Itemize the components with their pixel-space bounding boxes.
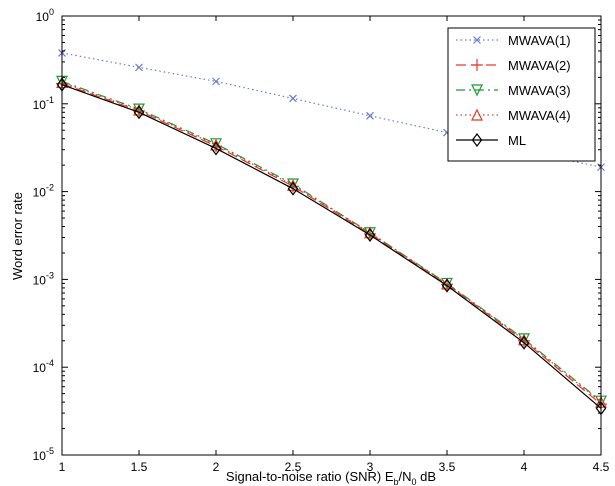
y-tick-label: 100 <box>36 7 54 24</box>
legend-label: ML <box>508 133 526 148</box>
x-axis-label-sub1: b <box>394 477 399 486</box>
x-tick-label: 2 <box>213 460 220 474</box>
legend-entry: ML <box>456 133 526 148</box>
y-tick-base: 10 <box>33 361 47 375</box>
legend-marker-diamond <box>471 133 483 147</box>
legend-label: MWAVA(4) <box>508 108 571 123</box>
legend: MWAVA(1) MWAVA(2) MWAVA(3) MWAVA(4) ML <box>447 27 596 162</box>
x-tick-label: 4.5 <box>593 460 610 474</box>
y-tick-label: 10-3 <box>33 270 54 287</box>
legend-entry: MWAVA(4) <box>456 108 571 123</box>
x-tick-label: 1.5 <box>131 460 148 474</box>
legend-marker-plus <box>471 59 483 71</box>
y-tick-base: 10 <box>36 10 50 24</box>
x-axis-label: Signal-to-noise ratio (SNR) Eb/N0 dB <box>226 469 436 486</box>
data-point-x-stroke <box>212 77 220 86</box>
y-tick-exponent: -5 <box>46 446 54 456</box>
y-tick-label: 10-1 <box>33 95 54 112</box>
legend-marker-x-stroke <box>473 36 481 44</box>
x-tick-label: 1 <box>59 460 66 474</box>
data-point-x-stroke <box>289 94 297 103</box>
legend-entry: MWAVA(1) <box>456 33 571 48</box>
x-axis-label-prefix: Signal-to-noise ratio (SNR) E <box>226 469 394 484</box>
x-tick-label: 3 <box>367 460 374 474</box>
x-axis-label-mid: /N <box>399 469 412 484</box>
legend-box <box>447 27 596 162</box>
data-point-x-stroke <box>135 63 143 72</box>
y-tick-base: 10 <box>33 449 47 463</box>
data-point-diamond <box>287 181 299 196</box>
legend-marker-x <box>473 36 481 44</box>
y-tick-base: 10 <box>33 98 47 112</box>
series-line-5 <box>61 84 602 409</box>
y-tick-exponent: -4 <box>46 358 54 368</box>
data-point-x-stroke <box>366 111 374 120</box>
y-tick-base: 10 <box>33 186 47 200</box>
legend-marker-triangle-up <box>471 108 483 121</box>
legend-entry: MWAVA(2) <box>456 58 571 73</box>
data-point-diamond <box>133 105 145 120</box>
data-point-x <box>366 111 374 120</box>
series-line-4 <box>61 81 602 403</box>
data-point-diamond <box>364 228 376 243</box>
y-tick-exponent: -3 <box>46 270 54 280</box>
y-tick-label: 10-5 <box>33 446 54 463</box>
y-tick-base: 10 <box>33 273 47 287</box>
legend-entry: MWAVA(3) <box>456 83 571 98</box>
data-point-diamond <box>210 141 222 156</box>
legend-label: MWAVA(1) <box>508 33 571 48</box>
plot-frame <box>61 15 602 456</box>
y-tick-exponent: -2 <box>46 183 54 193</box>
series-layer <box>56 48 607 416</box>
series-5 <box>56 77 607 416</box>
y-tick-exponent: 0 <box>49 7 54 17</box>
x-axis-label-sub2: 0 <box>412 477 417 486</box>
data-point-x <box>135 63 143 72</box>
y-tick-exponent: -1 <box>46 95 54 105</box>
x-tick-label: 3.5 <box>439 460 456 474</box>
x-tick-label: 2.5 <box>285 460 302 474</box>
data-point-x <box>289 94 297 103</box>
legend-marker-triangle-down <box>471 84 483 97</box>
x-tick-label: 4 <box>521 460 528 474</box>
series-line-2 <box>61 83 602 405</box>
legend-label: MWAVA(3) <box>508 83 571 98</box>
legend-label: MWAVA(2) <box>508 58 571 73</box>
data-point-x <box>212 77 220 86</box>
data-point-diamond <box>518 335 530 350</box>
y-tick-label: 10-4 <box>33 358 54 375</box>
data-point-diamond <box>441 278 453 293</box>
y-axis-label: Word error rate <box>10 192 25 280</box>
x-axis-label-suffix: dB <box>417 469 437 484</box>
y-tick-label: 10-2 <box>33 183 54 200</box>
